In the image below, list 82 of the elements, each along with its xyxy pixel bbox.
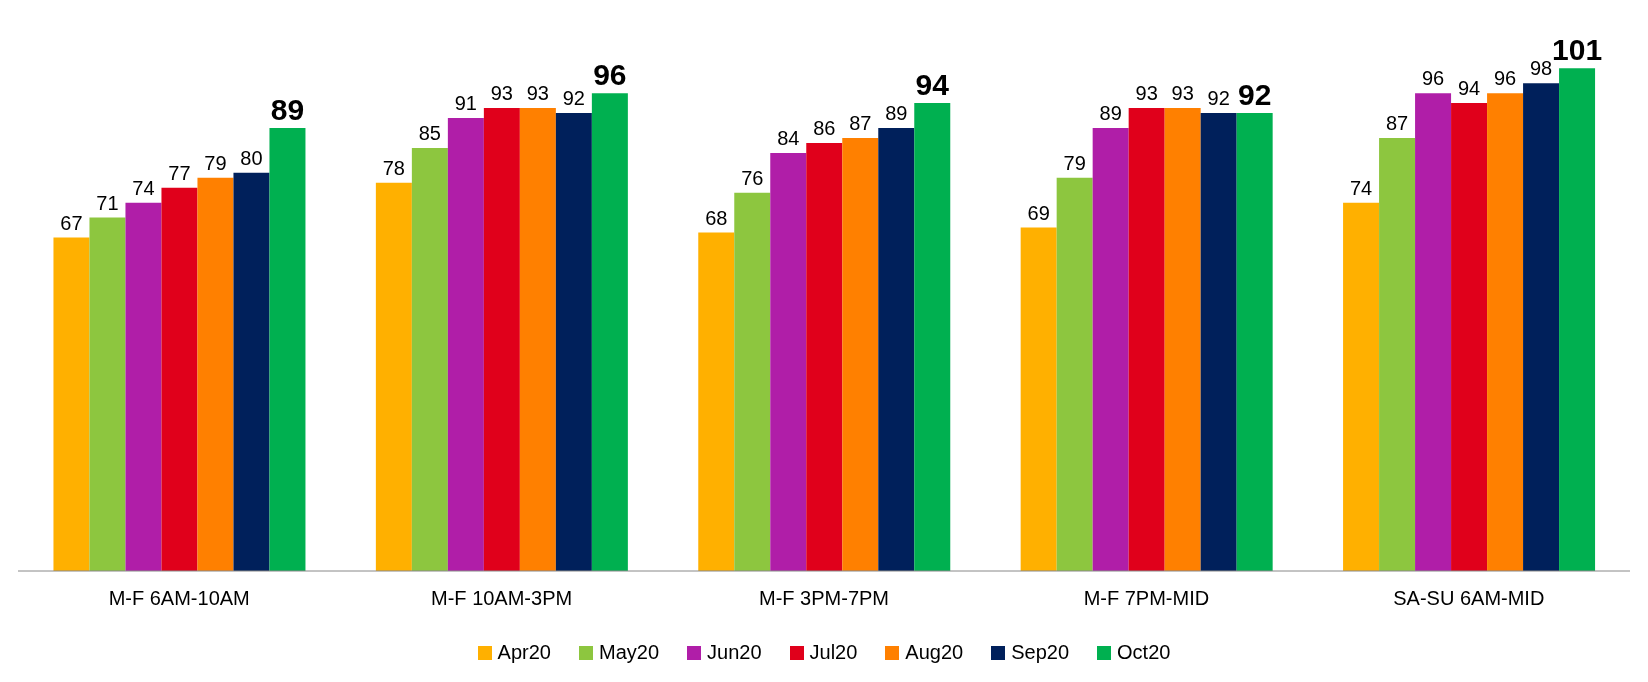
bar [1056, 177, 1093, 571]
data-label: 89 [1099, 102, 1122, 124]
data-label: 91 [454, 92, 477, 115]
x-tick-label: M-F 3PM-7PM [759, 587, 889, 610]
legend-label: Oct20 [1117, 641, 1171, 664]
data-label: 74 [132, 176, 155, 199]
bar [1487, 93, 1524, 571]
bar [698, 232, 735, 571]
data-label: 94 [1457, 77, 1481, 100]
bar [519, 108, 556, 571]
data-label: 89 [885, 102, 908, 124]
data-label: 87 [1385, 111, 1409, 134]
bar [233, 172, 270, 571]
data-label: 85 [418, 121, 441, 144]
data-label: 96 [1493, 67, 1517, 90]
data-label: 93 [1171, 82, 1194, 105]
bar [1451, 103, 1488, 571]
data-label: 93 [526, 82, 549, 105]
bar [1164, 108, 1201, 571]
bar [125, 202, 162, 571]
bar [447, 118, 484, 571]
data-label: 93 [1135, 82, 1158, 105]
data-label: 96 [1421, 67, 1445, 90]
data-label: 78 [382, 156, 405, 179]
data-label: 87 [849, 111, 872, 134]
bar [161, 187, 198, 571]
data-label: 80 [240, 146, 263, 169]
x-tick-label: M-F 7PM-MID [1083, 587, 1210, 610]
bar [375, 182, 412, 571]
x-tick-label: M-F 10AM-3PM [431, 587, 573, 610]
data-label: 79 [204, 151, 227, 174]
data-label: 79 [1063, 151, 1086, 174]
data-label: 101 [1552, 33, 1603, 67]
bar [483, 108, 520, 571]
bar [1343, 202, 1380, 571]
data-label: 92 [562, 87, 585, 110]
bar [1236, 113, 1273, 571]
data-label: 92 [1207, 87, 1230, 110]
bar [1020, 227, 1057, 571]
data-label: 71 [96, 191, 119, 214]
bar [1559, 68, 1596, 571]
bar [1415, 93, 1452, 571]
x-tick-label: M-F 6AM-10AM [108, 587, 250, 610]
bar [842, 137, 879, 571]
bar [1379, 137, 1416, 571]
bar [734, 192, 771, 571]
bar [1128, 108, 1165, 571]
x-tick-label: SA-SU 6AM-MID [1393, 587, 1545, 610]
bar [53, 237, 90, 571]
data-label: 94 [915, 68, 950, 102]
data-label: 96 [593, 58, 627, 92]
data-label: 84 [777, 126, 800, 149]
data-label: 86 [813, 116, 836, 139]
bar [411, 147, 448, 571]
bar [591, 93, 628, 571]
bar [1523, 83, 1560, 571]
legend-label: Aug20 [905, 641, 964, 664]
data-label: 98 [1529, 57, 1553, 80]
bar [806, 142, 843, 571]
data-label: 89 [270, 93, 305, 126]
data-label: 93 [490, 82, 513, 105]
bar [555, 113, 592, 571]
bar [770, 152, 807, 571]
bar [914, 103, 951, 571]
bar [1092, 128, 1129, 571]
legend-label: Jul20 [809, 641, 858, 664]
data-label: 76 [741, 166, 764, 189]
legend-label: May20 [598, 641, 660, 664]
bar [197, 177, 234, 571]
legend-label: Jun20 [707, 641, 762, 664]
bar [89, 217, 126, 571]
legend-label: Sep20 [1011, 641, 1070, 664]
data-label: 68 [705, 206, 728, 229]
bar [1200, 113, 1237, 571]
data-label: 77 [168, 161, 191, 184]
legend-label: Apr20 [497, 641, 551, 664]
bar [878, 128, 915, 571]
data-label: 74 [1349, 176, 1373, 199]
bar [269, 128, 306, 571]
data-label: 92 [1237, 78, 1272, 112]
data-label: 67 [60, 211, 83, 234]
data-label: 69 [1027, 201, 1050, 224]
